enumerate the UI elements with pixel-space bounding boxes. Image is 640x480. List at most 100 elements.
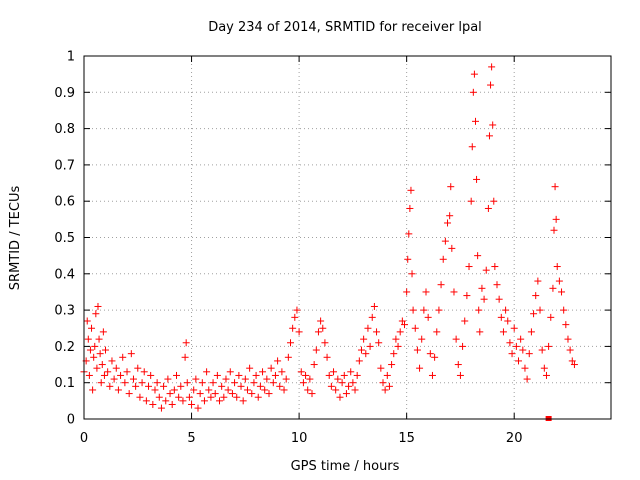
data-point [170,386,178,394]
data-point [147,371,155,379]
data-point [314,328,322,336]
data-point [142,397,150,405]
data-point [476,328,484,336]
data-point [237,382,245,390]
data-point [160,382,168,390]
data-point [185,393,193,401]
data-point [334,375,342,383]
data-point [426,350,434,358]
data-point [162,397,170,405]
data-point [435,306,443,314]
data-point [226,368,234,376]
y-tick-label: 0.3 [54,304,75,319]
data-point [222,375,230,383]
x-axis-label: GPS time / hours [291,459,400,474]
data-point [521,364,529,372]
data-point [200,397,208,405]
data-point [373,328,381,336]
data-point [104,368,112,376]
data-point [134,364,142,372]
data-point [213,371,221,379]
data-point [83,317,91,325]
data-point [422,288,430,296]
data-point [125,390,133,398]
data-point [269,379,277,387]
data-point [446,212,454,220]
data-point [411,324,419,332]
data-point [123,368,131,376]
data-point [117,371,125,379]
data-point [280,386,288,394]
data-point [203,368,211,376]
data-point [256,382,264,390]
data-point [433,328,441,336]
data-point [129,375,137,383]
data-point [450,288,458,296]
data-point [106,382,114,390]
data-point [407,186,415,194]
data-point [102,346,110,354]
data-point [482,266,490,274]
data-point [381,386,389,394]
data-point [487,81,495,89]
data-point [145,382,153,390]
data-point [164,375,172,383]
y-tick-label: 1 [67,50,75,65]
data-point [317,317,325,325]
data-point [549,284,557,292]
data-point [383,371,391,379]
data-point [349,379,357,387]
data-point [93,364,101,372]
data-point [456,371,464,379]
data-point [547,313,555,321]
data-point [274,357,282,365]
data-point [172,371,180,379]
data-point [149,400,157,408]
y-tick-label: 0.1 [54,376,75,391]
data-point [452,335,460,343]
data-point [319,324,327,332]
data-point [108,357,116,365]
data-point [525,350,533,358]
data-point [392,335,400,343]
y-tick-label: 0.5 [54,231,75,246]
data-point [360,335,368,343]
data-point [252,371,260,379]
data-point [99,328,107,336]
data-point [347,368,355,376]
data-point [370,302,378,310]
data-point [119,353,127,361]
data-point [85,371,93,379]
data-point [420,306,428,314]
data-point [545,342,553,350]
data-point [536,306,544,314]
data-point [394,342,402,350]
data-point [293,306,301,314]
data-point [527,328,535,336]
data-point [95,335,103,343]
data-point [519,346,527,354]
data-point [396,328,404,336]
plot-area-border [83,55,612,420]
data-point [364,324,372,332]
data-point [463,292,471,300]
data-point [428,371,436,379]
data-point [530,310,538,318]
data-point [480,295,488,303]
data-point [493,281,501,289]
data-point [388,361,396,369]
data-point [84,335,92,343]
x-tick-label: 10 [291,431,308,446]
data-point [112,364,120,372]
data-point [194,404,202,412]
data-point [198,379,206,387]
data-point [286,339,294,347]
data-point [121,379,129,387]
data-point [90,353,98,361]
data-point [166,390,174,398]
data-point [469,88,477,96]
data-point [263,375,271,383]
data-point [340,371,348,379]
data-point [168,400,176,408]
data-point [254,393,262,401]
